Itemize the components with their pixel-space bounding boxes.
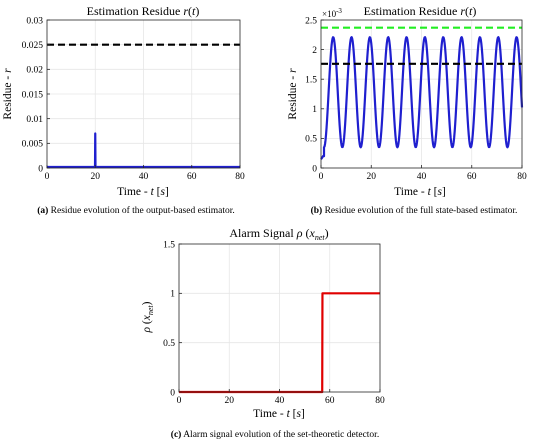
y-tick-label: 2.5 (305, 16, 317, 26)
y-tick-label: 1.5 (305, 76, 317, 86)
y-tick-label: 2 (312, 46, 317, 56)
chart-c-xlabel: Time - t [s] (253, 408, 305, 420)
y-tick-label: 0 (170, 388, 175, 398)
chart-b-xlabel: Time - t [s] (394, 186, 446, 198)
plot-c: 0 20 40 60 80 0 0.5 1 1.5 (163, 240, 385, 406)
x-tick-label: 60 (187, 172, 197, 182)
caption-a: (a) Residue evolution of the output-base… (0, 206, 272, 216)
x-tick-label: 0 (177, 396, 182, 406)
y-tick-label: 0.005 (22, 140, 44, 150)
caption-c-text: Alarm signal evolution of the set-theore… (181, 430, 380, 440)
y-tick-label: 0.015 (22, 90, 44, 100)
chart-c: Alarm Signal ρ (xnet) Time - t [s] ρ (xn… (141, 226, 329, 420)
y-tick-label: 0.025 (22, 41, 44, 51)
caption-b-tag: (b) (310, 206, 323, 216)
x-tick-label: 80 (517, 172, 527, 182)
y-tick-label: 1.5 (163, 240, 175, 250)
series-b-0-signal (320, 36, 524, 160)
y-tick-label: 0.01 (26, 115, 43, 125)
chart-c-title: Alarm Signal ρ (xnet) (229, 226, 328, 242)
y-tick-label: 0 (38, 164, 43, 174)
y-tick-label: 1 (170, 290, 175, 300)
plot-a: 0 20 40 60 80 0 0.005 0.01 0.015 0.02 0.025 0.03 (22, 16, 245, 182)
x-tick-label: 40 (275, 396, 285, 406)
x-tick-label: 80 (235, 172, 245, 182)
x-tick-label: 60 (467, 172, 477, 182)
caption-a-tag: (a) (37, 206, 49, 216)
y-tick-label: 0 (312, 164, 317, 174)
y-tick-label: 0.03 (26, 16, 43, 26)
x-tick-label: 20 (91, 172, 101, 182)
x-tick-label: 80 (375, 396, 385, 406)
y-tick-label: 0.02 (26, 66, 43, 76)
chart-b-ylabel: Residue - r (287, 68, 299, 120)
plot-b: 0 20 40 60 80 0 0.5 1 1.5 2 2.5 (305, 16, 527, 182)
chart-a-ylabel: Residue - r (2, 68, 14, 120)
x-tick-label: 60 (325, 396, 335, 406)
chart-a: Estimation Residue r(t) Time - t [s] Res… (2, 4, 199, 198)
caption-c-tag: (c) (170, 430, 182, 440)
chart-c-ylabel: ρ (xnet) (141, 301, 155, 333)
caption-b: (b) Residue evolution of the full state-… (278, 206, 550, 216)
chart-b: Estimation Residue r(t) Time - t [s] Res… (287, 4, 476, 198)
chart-a-xlabel: Time - t [s] (117, 186, 169, 198)
x-tick-label: 0 (319, 172, 324, 182)
x-tick-label: 20 (367, 172, 377, 182)
caption-b-text: Residue evolution of the full state-base… (322, 206, 518, 216)
chart-b-exponent: ×10-3 (322, 7, 342, 19)
chart-a-title: Estimation Residue r(t) (87, 4, 200, 18)
x-tick-label: 40 (139, 172, 149, 182)
x-tick-label: 40 (417, 172, 427, 182)
series-a-0-signal (47, 132, 240, 169)
x-tick-label: 0 (45, 172, 50, 182)
y-tick-label: 1 (312, 105, 317, 115)
caption-c: (c) Alarm signal evolution of the set-th… (0, 430, 550, 440)
y-tick-label: 0.5 (305, 135, 317, 145)
x-tick-label: 20 (225, 396, 235, 406)
y-tick-label: 0.5 (163, 339, 175, 349)
chart-b-title: Estimation Residue r(t) (364, 4, 477, 18)
caption-a-text: Residue evolution of the output-based es… (48, 206, 235, 216)
